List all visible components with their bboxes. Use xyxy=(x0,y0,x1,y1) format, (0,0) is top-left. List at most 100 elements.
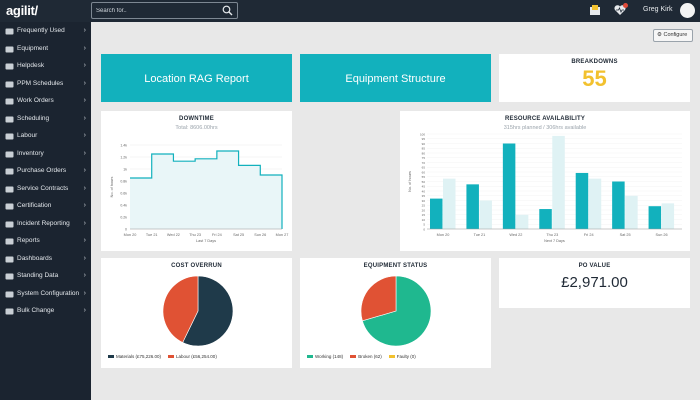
x-axis-label: Last 7 Days xyxy=(196,239,216,243)
sidebar-item-label: Labour xyxy=(17,132,38,139)
resource-chart: 0510152025303540455055606570758085909510… xyxy=(408,132,682,243)
chevron-right-icon: › xyxy=(83,27,86,34)
sidebar-item[interactable]: Incident Reporting › xyxy=(0,216,91,233)
y-tick-label: 30 xyxy=(422,199,426,203)
tag-icon xyxy=(5,46,14,52)
configure-button[interactable]: ⚙ Configure xyxy=(653,29,693,42)
x-tick-label: Wed 22 xyxy=(167,233,180,237)
sidebar-item[interactable]: Labour › xyxy=(0,128,91,145)
sidebar-item[interactable]: Frequently Used › xyxy=(0,23,91,40)
sidebar-item[interactable]: Equipment › xyxy=(0,41,91,58)
legend: Materials (£75,226.00) Labour (£56,254.00… xyxy=(108,354,224,359)
clock-icon xyxy=(5,81,14,87)
sidebar-item[interactable]: Helpdesk › xyxy=(0,58,91,75)
sidebar-item-label: Scheduling xyxy=(17,114,50,122)
sidebar-item[interactable]: Certification › xyxy=(0,198,91,215)
legend-swatch xyxy=(350,355,357,359)
location-rag-report-tile[interactable]: Location RAG Report xyxy=(101,54,292,102)
breakdowns-value: 55 xyxy=(582,66,607,91)
avatar[interactable] xyxy=(680,3,695,18)
chevron-right-icon: › xyxy=(83,184,86,192)
legend: Working (148) Broken (62) Faulty (0) xyxy=(307,354,423,359)
breakdowns-title: BREAKDOWNS xyxy=(571,59,618,65)
x-tick-label: Fri 24 xyxy=(584,233,594,237)
top-bar: agilit/ Greg Kirk xyxy=(0,0,700,22)
chevron-right-icon: › xyxy=(83,62,86,69)
clipboard-icon xyxy=(5,98,14,105)
legend-item: Broken (62) xyxy=(350,354,382,359)
chart-title: COST OVERRUN xyxy=(171,263,222,269)
cost-overrun-card: COST OVERRUN Materials (£75,226.00) Labou… xyxy=(101,258,292,368)
sidebar-item-label: System Configuration xyxy=(17,289,80,297)
y-tick-label: 15 xyxy=(422,213,426,217)
sidebar-item[interactable]: Work Orders › xyxy=(0,93,91,110)
inbox-icon[interactable] xyxy=(589,4,601,16)
tile-label: Location RAG Report xyxy=(144,73,249,85)
chart-title: RESOURCE AVAILABILITY xyxy=(504,116,586,122)
sidebar-item[interactable]: PPM Schedules › xyxy=(0,76,91,93)
sidebar-item[interactable]: Purchase Orders › xyxy=(0,163,91,180)
chevron-right-icon: › xyxy=(83,289,86,297)
sidebar-item[interactable]: Dashboards › xyxy=(0,251,91,268)
x-tick-label: Fri 24 xyxy=(212,233,222,237)
app-logo[interactable]: agilit/ xyxy=(6,3,38,18)
user-name[interactable]: Greg Kirk xyxy=(643,6,673,13)
sidebar-item-label: Purchase Orders xyxy=(17,167,67,174)
gears-icon xyxy=(5,291,14,297)
chart-subtitle: Total: 8606.00hrs xyxy=(175,125,218,131)
x-axis-label: Next 7 Days xyxy=(544,239,565,243)
y-tick-label: 45 xyxy=(422,185,426,189)
history-icon xyxy=(5,28,14,35)
breakdowns-tile[interactable]: BREAKDOWNS 55 xyxy=(499,54,690,102)
sidebar-item[interactable]: Reports › xyxy=(0,233,91,250)
x-tick-label: Wed 22 xyxy=(509,233,522,237)
sidebar-item[interactable]: Inventory › xyxy=(0,146,91,163)
chevron-right-icon: › xyxy=(83,219,86,227)
heart-monitor-icon[interactable] xyxy=(614,4,626,16)
legend-swatch xyxy=(307,355,313,359)
search-icon[interactable] xyxy=(222,5,233,16)
alert-icon xyxy=(5,221,14,227)
sidebar-item-label: Reports xyxy=(17,237,40,244)
chevron-right-icon: › xyxy=(83,167,86,174)
bar xyxy=(625,195,638,229)
dashboard-icon xyxy=(5,256,14,262)
x-tick-label: Sat 25 xyxy=(233,233,244,237)
po-value-tile[interactable]: PO VALUE £2,971.00 xyxy=(499,258,690,308)
x-tick-label: Thu 23 xyxy=(546,233,558,237)
legend-label: Labour (£56,254.00) xyxy=(176,354,217,359)
bar xyxy=(466,184,479,229)
series-area xyxy=(130,151,282,229)
bar xyxy=(612,181,625,229)
y-tick-label: 55 xyxy=(422,175,426,179)
chevron-right-icon: › xyxy=(83,149,86,157)
sidebar-item[interactable]: Bulk Change › xyxy=(0,303,91,320)
tile-label: Equipment Structure xyxy=(345,73,446,85)
y-axis-label: No. of hours xyxy=(110,177,114,198)
y-tick-label: 0 xyxy=(423,227,425,231)
bar xyxy=(539,209,552,229)
search-input[interactable] xyxy=(96,4,216,17)
contract-icon xyxy=(5,186,14,192)
y-tick-label: 95 xyxy=(422,137,426,141)
sidebar-item[interactable]: Scheduling › xyxy=(0,111,91,128)
cost-overrun-pie xyxy=(162,275,234,347)
sidebar-item[interactable]: Service Contracts › xyxy=(0,181,91,198)
y-tick-label: 0.6k xyxy=(120,192,127,196)
x-tick-label: Sun 26 xyxy=(656,233,668,237)
sidebar-item[interactable]: System Configuration › xyxy=(0,286,91,303)
pie-slice xyxy=(362,275,432,347)
y-tick-label: 35 xyxy=(422,194,426,198)
y-tick-label: 25 xyxy=(422,204,426,208)
chevron-right-icon: › xyxy=(83,97,86,104)
legend-label: Working (148) xyxy=(315,354,344,359)
bar xyxy=(661,203,675,229)
equipment-structure-tile[interactable]: Equipment Structure xyxy=(300,54,491,102)
sidebar-item[interactable]: Standing Data › xyxy=(0,268,91,285)
y-tick-label: 85 xyxy=(422,147,426,151)
sidebar-item-label: Inventory xyxy=(17,149,44,157)
resource-availability-card: RESOURCE AVAILABILITY 315hrs planned / 3… xyxy=(400,111,690,251)
pie-slice xyxy=(162,275,199,343)
gear-icon: ⚙ xyxy=(657,32,662,38)
bar xyxy=(648,206,662,229)
